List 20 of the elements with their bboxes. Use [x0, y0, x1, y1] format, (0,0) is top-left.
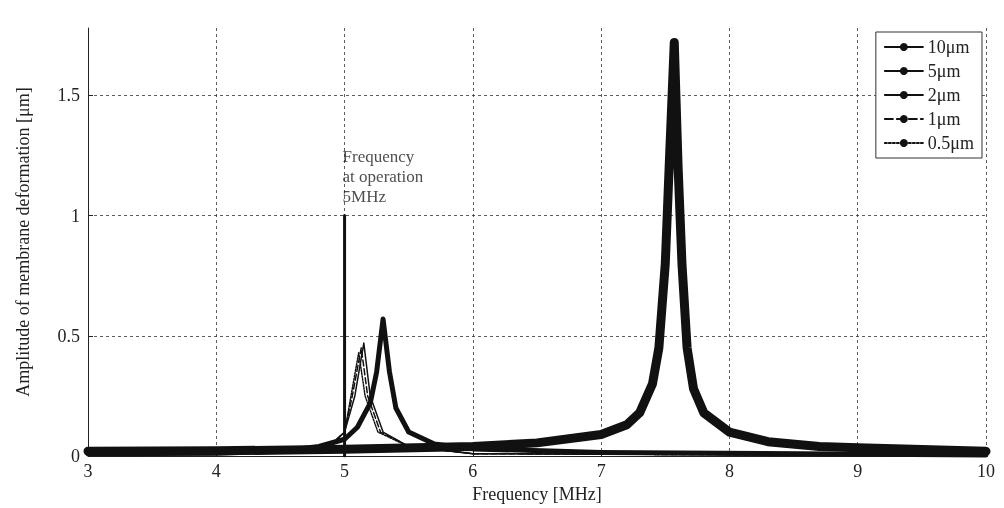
x-tick-label: 9 — [853, 461, 863, 482]
x-tick-label: 6 — [468, 461, 478, 482]
legend-label: 10μm — [927, 37, 970, 57]
y-tick-label: 1 — [71, 205, 80, 226]
x-tick-label: 4 — [211, 461, 221, 482]
y-tick-label: 0 — [71, 446, 80, 467]
y-axis-title: Amplitude of membrane deformation [μm] — [13, 87, 33, 397]
y-tick-label: 0.5 — [57, 325, 80, 346]
x-tick-label: 8 — [724, 461, 734, 482]
legend-label: 0.5μm — [927, 133, 974, 153]
x-tick-label: 3 — [83, 461, 93, 482]
x-tick-label: 5 — [340, 461, 350, 482]
legend-label: 5μm — [927, 61, 961, 81]
legend-label: 2μm — [927, 85, 961, 105]
y-tick-label: 1.5 — [57, 85, 80, 106]
annotation: Frequency at operation 5MHz — [342, 147, 424, 207]
legend-label: 1μm — [927, 109, 961, 129]
x-axis-title: Frequency [MHz] — [472, 484, 602, 504]
x-tick-label: 7 — [596, 461, 606, 482]
x-tick-label: 10 — [977, 461, 995, 482]
